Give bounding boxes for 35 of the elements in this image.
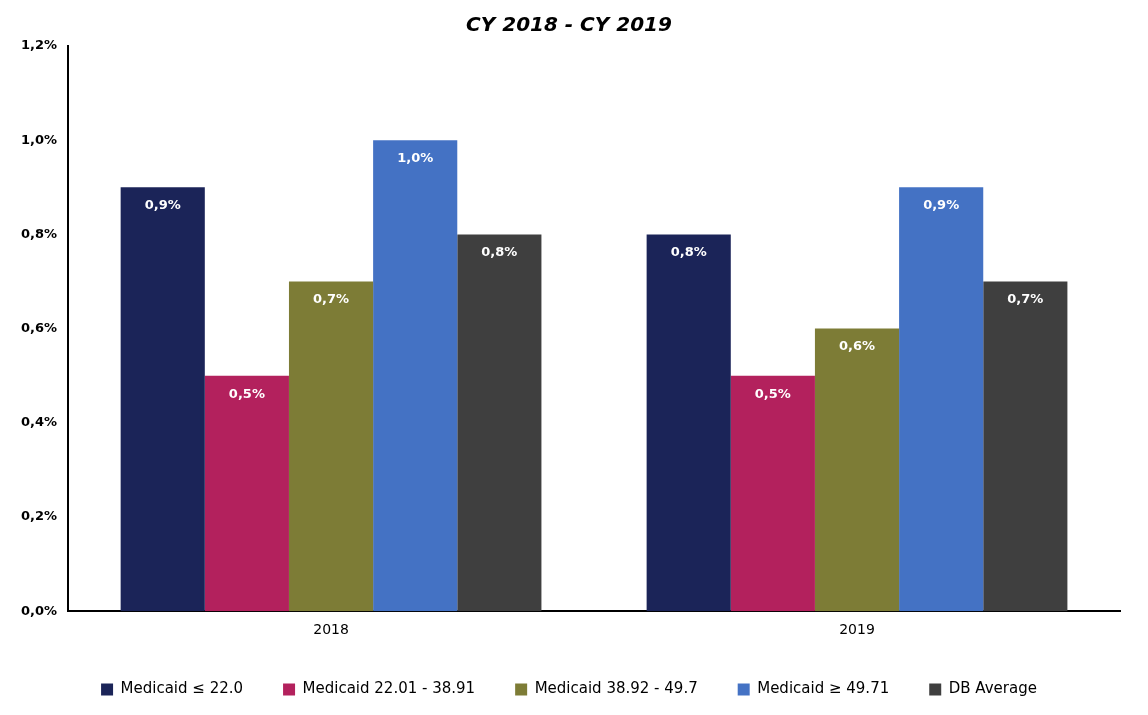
legend-label: DB Average [948,679,1037,698]
data-label: 0,5% [754,385,791,401]
legend-label: Medicaid 38.92 - 49.7 [534,679,698,698]
bar [204,375,289,612]
y-tick-label: 1,0% [20,131,58,147]
y-tick-label: 0,2% [20,508,58,524]
chart-title: CY 2018 - CY 2019 [466,12,672,37]
bar [288,281,374,612]
bar [899,187,984,612]
data-label: 0,8% [481,244,518,260]
data-label: 0,9% [144,197,181,213]
data-label: 0,7% [1007,291,1044,307]
data-label: 0,8% [670,244,707,260]
data-label: 0,9% [923,197,960,213]
x-tick-label: 2018 [313,621,349,638]
data-label: 0,7% [313,291,350,307]
y-tick-label: 1,2% [20,37,58,53]
y-tick-label: 0,0% [20,602,58,618]
y-tick-label: 0,4% [20,414,58,430]
bar [730,375,815,612]
legend-label: Medicaid 22.01 - 38.91 [302,679,476,698]
y-tick-label: 0,6% [20,319,58,335]
data-label: 0,5% [228,385,265,401]
bar [983,281,1068,612]
y-tick-label: 0,8% [20,225,58,241]
bar [457,234,542,612]
bar [814,328,900,612]
x-tick-label: 2019 [839,621,875,638]
data-label: 0,6% [838,338,876,354]
legend-label: Medicaid ≤ 22.0 [120,679,244,698]
data-label: 1,0% [397,150,434,166]
legend-label: Medicaid ≥ 49.71 [757,679,890,698]
bar [120,187,205,612]
bar [373,140,458,612]
bar [646,234,731,612]
